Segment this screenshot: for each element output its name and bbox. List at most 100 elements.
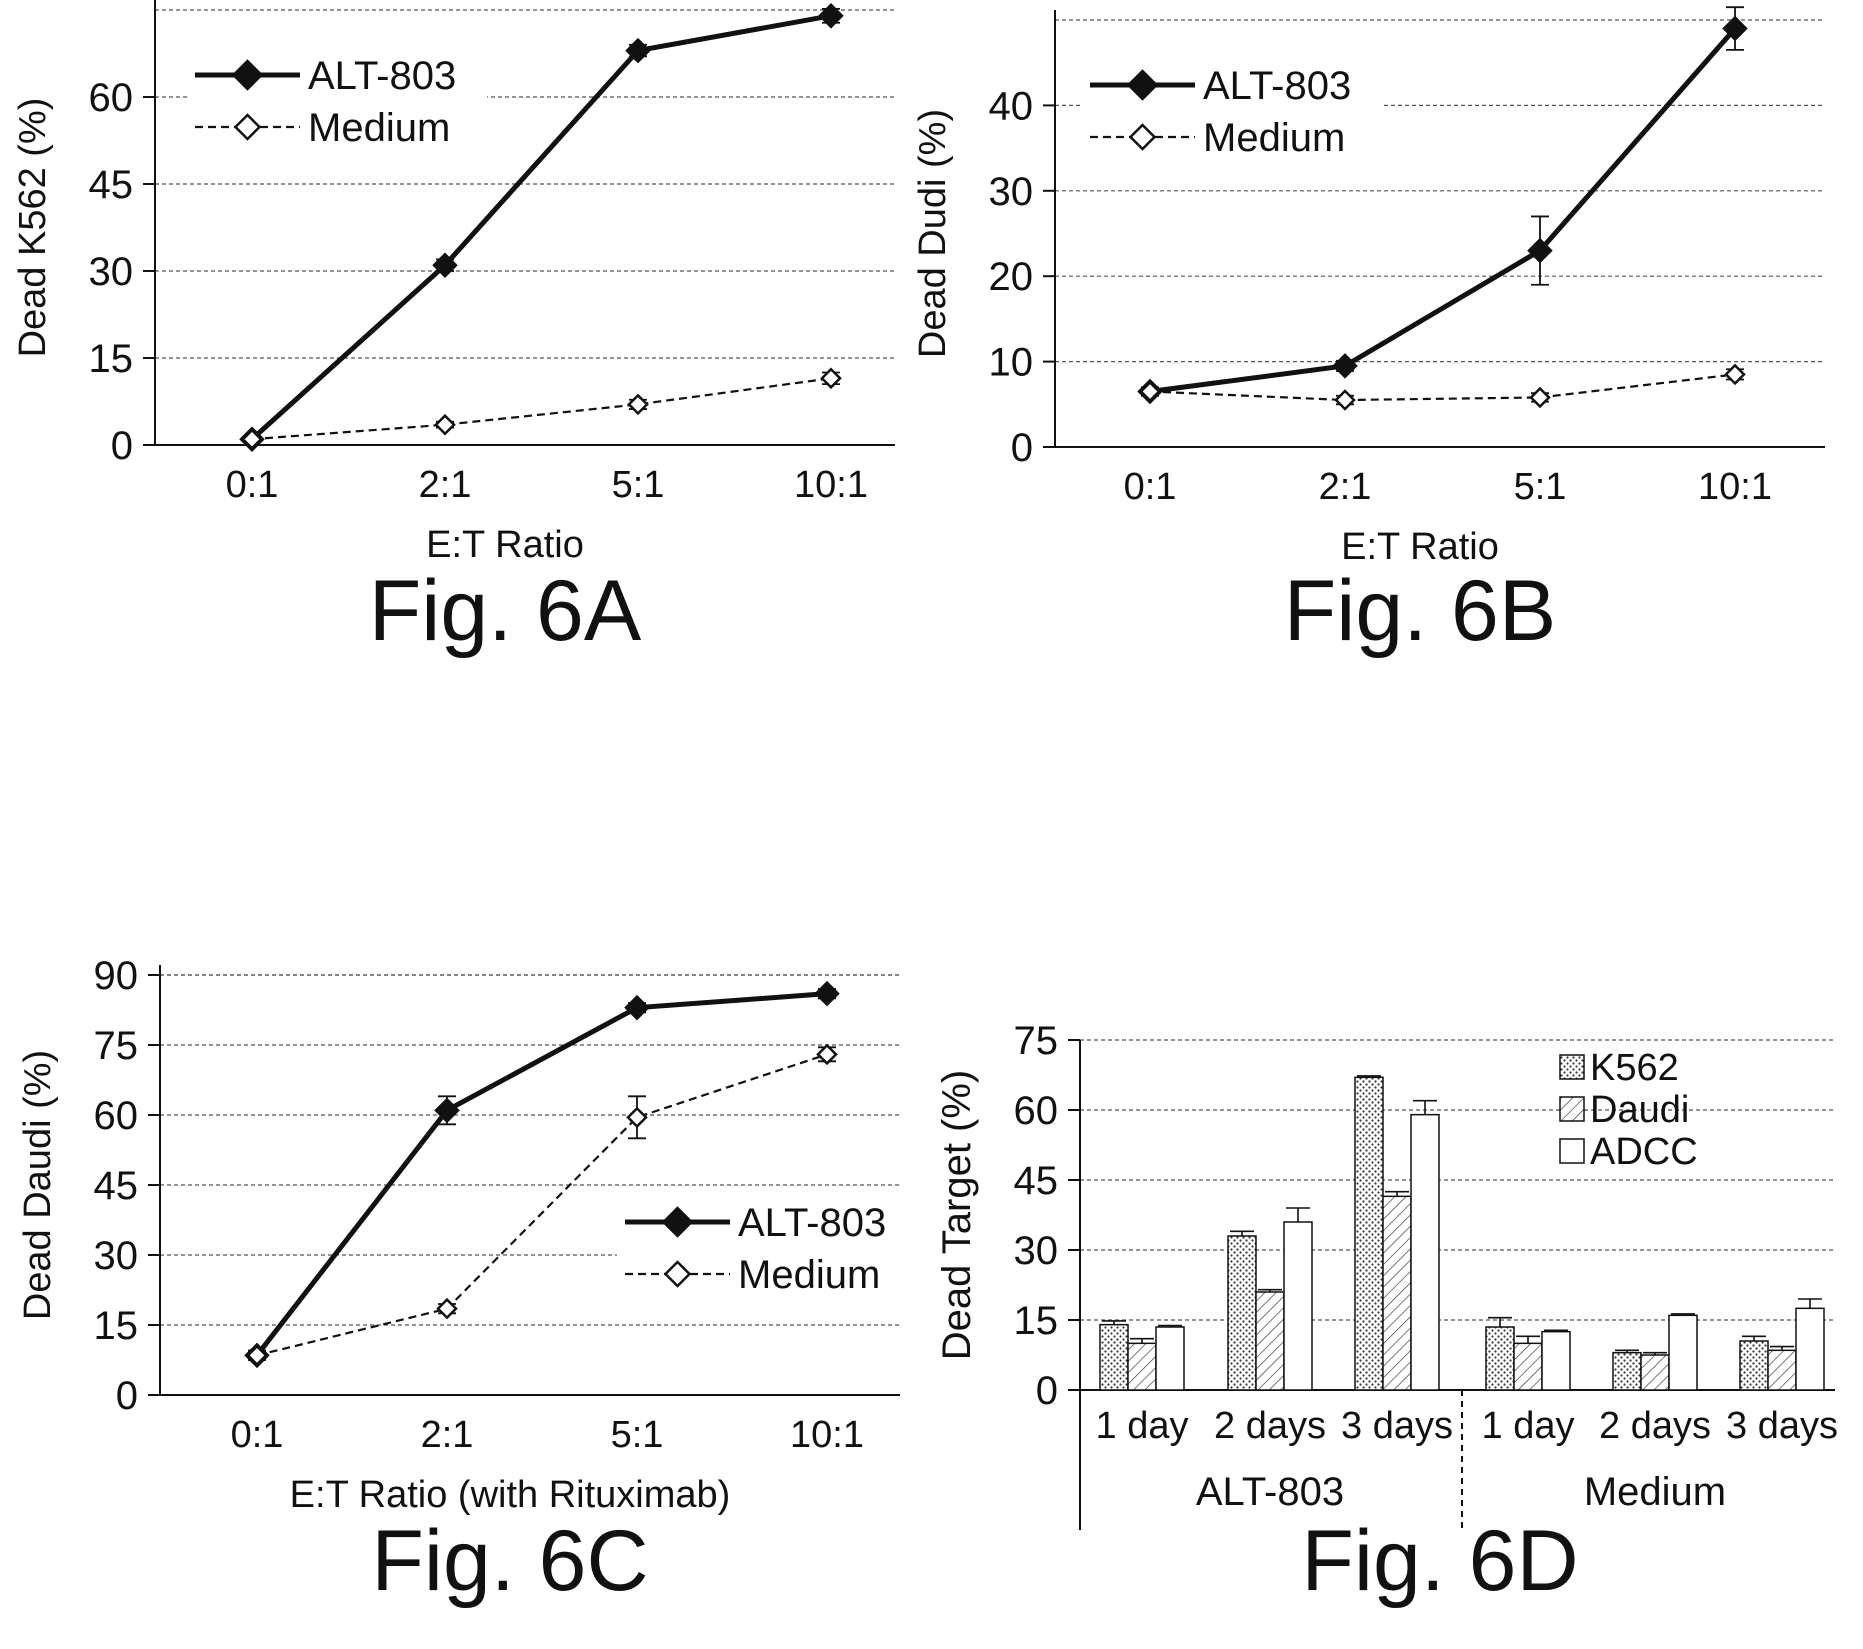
y-tick-label: 60	[94, 1094, 139, 1138]
data-point-alt-803	[434, 1097, 460, 1124]
bar-daudi	[1382, 1195, 1412, 1391]
x-tick-label: 5:1	[611, 1414, 664, 1456]
legend-label: Daudi	[1590, 1089, 1689, 1131]
x-tick-label: 10:1	[790, 1414, 864, 1456]
bar-adcc	[1283, 1221, 1313, 1391]
data-point-alt-803	[432, 252, 458, 278]
x-tick-label: 2:1	[421, 1414, 474, 1456]
y-tick-label: 45	[89, 163, 134, 207]
y-tick-label: 75	[1014, 1019, 1059, 1063]
legend-label: Medium	[1203, 116, 1345, 160]
bar-adcc	[1795, 1307, 1825, 1391]
x-tick-label: 2 days	[1214, 1405, 1326, 1447]
bar-daudi	[1513, 1342, 1543, 1391]
bar-daudi	[1767, 1349, 1797, 1391]
bar-k562	[1354, 1076, 1384, 1391]
data-point-medium	[1334, 389, 1356, 411]
series-line-alt-803	[250, 13, 832, 442]
y-tick-label: 90	[94, 954, 139, 998]
bar-adcc	[1541, 1330, 1571, 1391]
x-axis-title: E:T Ratio	[426, 524, 584, 566]
series-line-alt-803	[1149, 26, 1737, 394]
bar-k562	[1485, 1326, 1515, 1391]
legend-background	[187, 43, 487, 157]
x-tick-label: 5:1	[1514, 466, 1567, 508]
data-point-alt-803	[1722, 15, 1748, 42]
y-axis-title: Dead K562 (%)	[12, 98, 54, 358]
y-tick-label: 0	[111, 424, 133, 468]
data-point-medium	[436, 1297, 458, 1320]
data-point-medium	[246, 1344, 268, 1367]
y-tick-label: 45	[1014, 1159, 1059, 1203]
bar-daudi	[1640, 1354, 1670, 1391]
line-chart-1: 0 15 30 45 60 0:1 2:1 5:1 10:1 E:T Ratio Dead K562…	[12, 0, 895, 659]
x-tick-label: 0:1	[1124, 466, 1177, 508]
figure-label: Fig. 6B	[1284, 563, 1556, 659]
y-axis-title: Dead Target (%)	[935, 1070, 979, 1361]
y-axis-title: Dead Dudi (%)	[912, 109, 954, 358]
legend-marker	[1128, 123, 1157, 151]
x-tick-label: 3 days	[1341, 1405, 1453, 1447]
legend-marker	[233, 113, 262, 141]
legend-marker	[1126, 69, 1159, 101]
legend-swatch-daudi	[1559, 1096, 1585, 1122]
bar-k562	[1739, 1340, 1769, 1391]
y-tick-label: 0	[116, 1374, 138, 1418]
legend-label: ALT-803	[1203, 64, 1351, 108]
series-line-alt-803	[255, 991, 828, 1357]
data-point-medium	[626, 1106, 648, 1129]
data-point-medium	[1139, 380, 1161, 403]
y-tick-label: 20	[989, 255, 1034, 299]
legend-marker	[661, 1206, 694, 1238]
x-tick-label: 2:1	[419, 464, 472, 506]
y-tick-label: 30	[989, 170, 1034, 214]
legend-marker	[231, 59, 264, 91]
legend-background	[617, 1190, 917, 1304]
y-tick-label: 60	[89, 76, 134, 120]
data-point-medium	[1529, 386, 1551, 409]
y-tick-label: 0	[1036, 1369, 1058, 1413]
x-tick-label: 10:1	[1698, 466, 1772, 508]
data-point-alt-803	[624, 994, 650, 1021]
y-axis-title: Dead Daudi (%)	[17, 1050, 59, 1320]
series-line-medium	[251, 377, 832, 441]
legend-label: ADCC	[1590, 1131, 1698, 1173]
y-tick-label: 15	[1014, 1299, 1059, 1343]
group-label-alt-803: ALT-803	[1196, 1470, 1344, 1514]
data-point-medium	[1724, 363, 1746, 386]
x-axis-title: E:T Ratio	[1341, 526, 1499, 568]
line-chart-2: 0 10 20 30 40 0:1 2:1 5:1 10:1 E:T Ratio Dead Dudi…	[912, 6, 1825, 659]
bar-k562	[1099, 1323, 1129, 1391]
figure-label: Fig. 6D	[1301, 1513, 1578, 1609]
y-tick-label: 40	[989, 84, 1034, 128]
x-axis-title: E:T Ratio (with Rituximab)	[290, 1474, 731, 1516]
x-tick-label: 5:1	[612, 464, 665, 506]
y-tick-label: 30	[1014, 1229, 1059, 1273]
x-tick-label: 3 days	[1726, 1405, 1838, 1447]
y-tick-label: 30	[89, 250, 134, 294]
data-point-alt-803	[818, 3, 844, 29]
figure-label: Fig. 6C	[371, 1513, 648, 1609]
legend-swatch-k562	[1559, 1054, 1585, 1080]
x-tick-label: 10:1	[794, 464, 868, 506]
bar-k562	[1227, 1235, 1257, 1391]
figure-label: Fig. 6A	[369, 563, 642, 659]
legend-label: Medium	[738, 1253, 880, 1297]
series-line-medium	[256, 1053, 828, 1357]
y-tick-label: 15	[94, 1304, 139, 1348]
x-tick-label: 1 day	[1096, 1405, 1189, 1447]
y-tick-label: 10	[989, 341, 1034, 385]
bar-daudi	[1255, 1291, 1285, 1391]
data-point-alt-803	[814, 980, 840, 1007]
x-tick-label: 0:1	[226, 464, 279, 506]
group-label-medium: Medium	[1584, 1470, 1726, 1514]
legend-label: ALT-803	[738, 1201, 886, 1245]
x-tick-label: 2 days	[1599, 1405, 1711, 1447]
legend-marker	[663, 1260, 692, 1288]
y-tick-label: 15	[89, 337, 134, 381]
bar-daudi	[1127, 1342, 1157, 1391]
data-point-alt-803	[1332, 353, 1358, 379]
bar-chart-6d: 0 15 30 45 60 75 1 day 2 days 3 days 1 day 2 days 3…	[935, 1019, 1838, 1609]
data-point-medium	[816, 1043, 838, 1066]
bar-adcc	[1410, 1113, 1440, 1391]
